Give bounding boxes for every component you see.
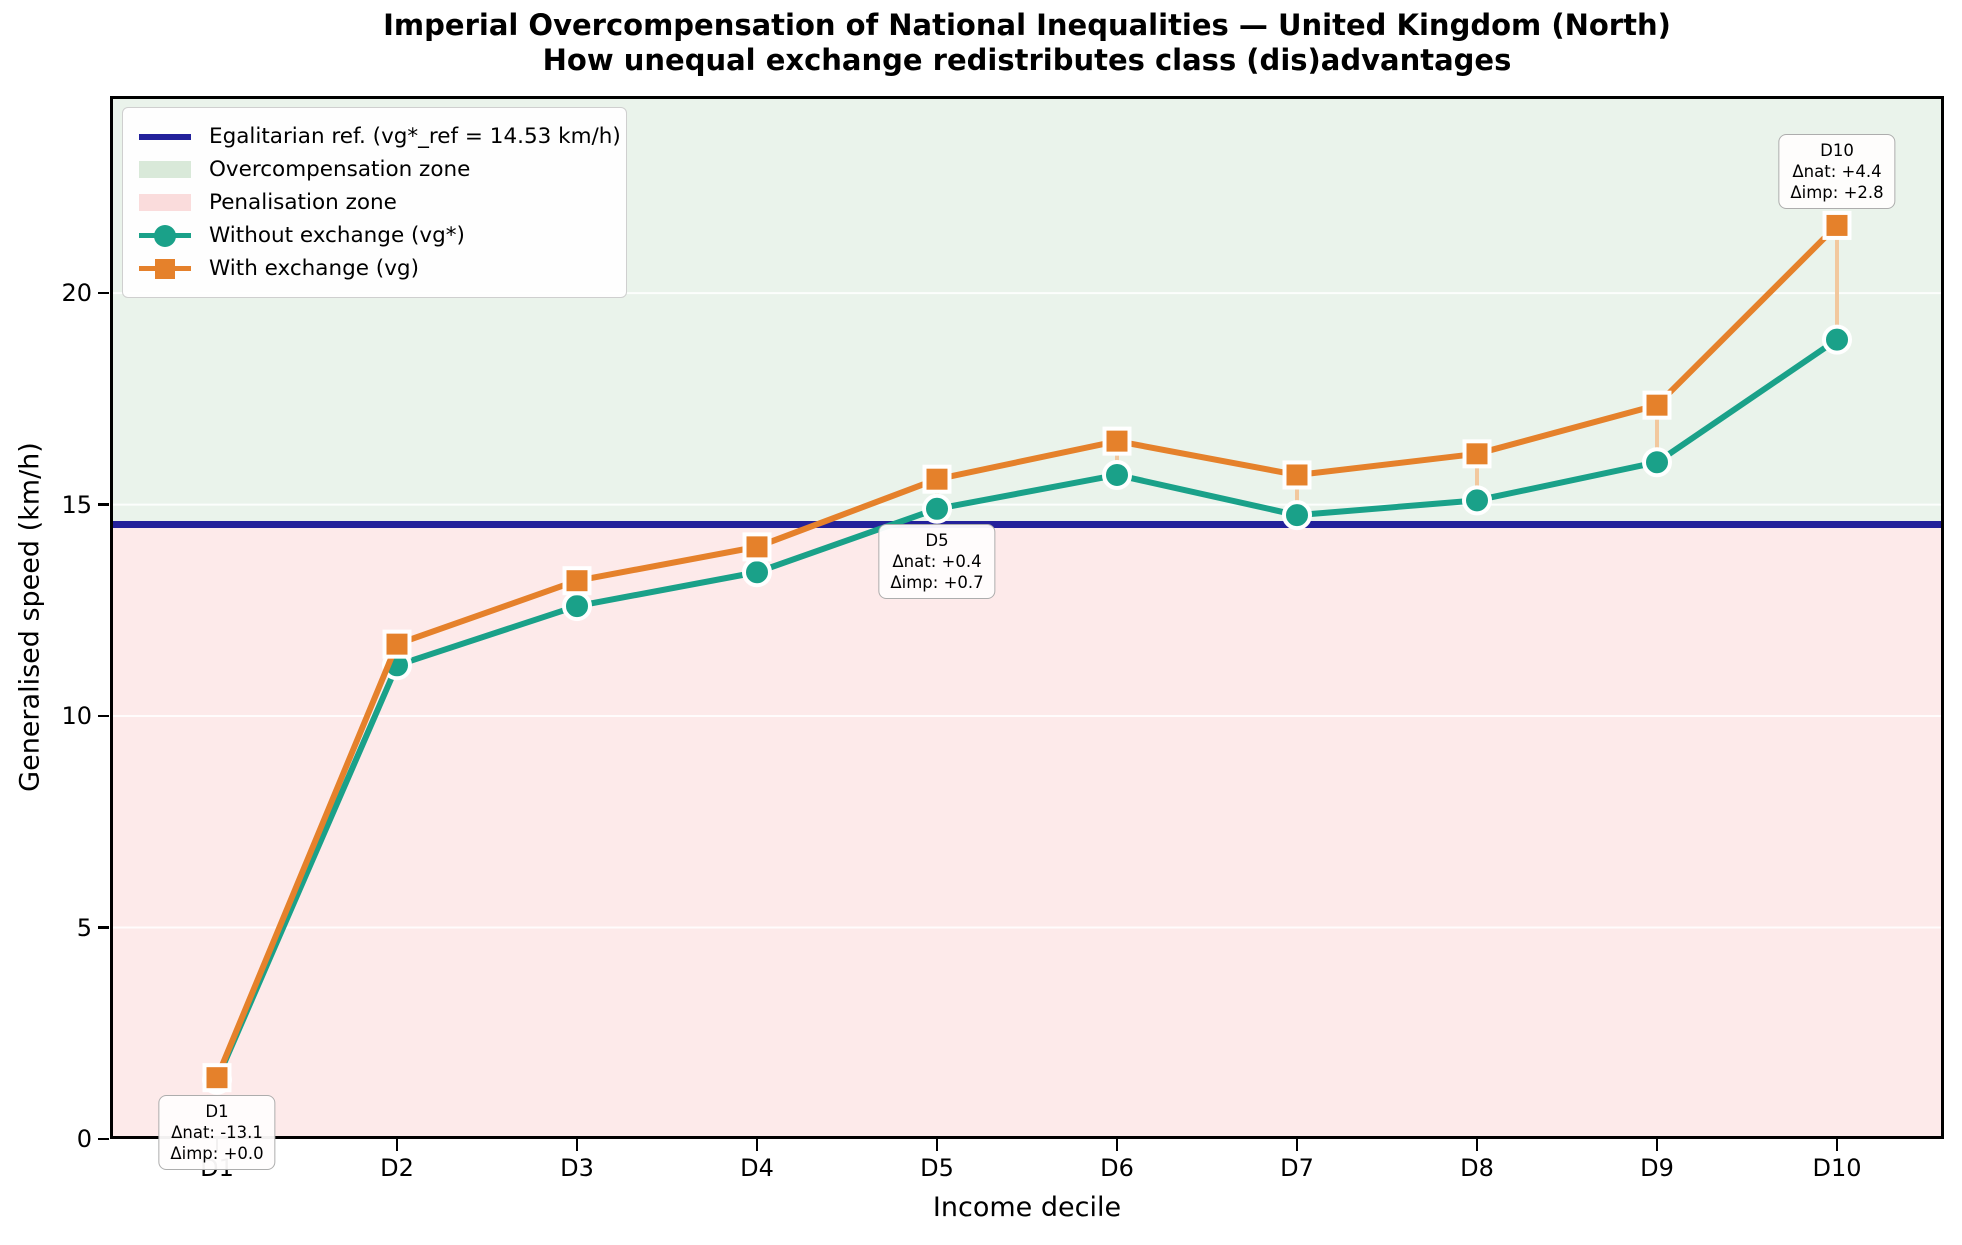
- y-tick-0: [98, 1137, 109, 1141]
- y-tick-label-20: 20: [61, 279, 92, 308]
- chart-title: Imperial Overcompensation of National In…: [110, 8, 1944, 78]
- chart-title-line2: How unequal exchange redistributes class…: [542, 43, 1512, 77]
- x-tick-label-D2: D2: [380, 1154, 414, 1182]
- x-tick-D4: [755, 1139, 759, 1151]
- marker-vgstar-D6: [1102, 459, 1132, 490]
- marker-vg-D4: [742, 532, 772, 562]
- x-tick-D2: [395, 1139, 399, 1151]
- legend-item-4: With exchange (vg): [139, 252, 610, 285]
- y-tick-label-0: 0: [76, 1125, 92, 1153]
- y-tick-label-10: 10: [61, 702, 92, 731]
- marker-vg-D10: [1822, 210, 1852, 240]
- annotation-line: D5: [925, 530, 949, 550]
- y-tick-15: [98, 503, 109, 506]
- x-tick-D10: [1835, 1139, 1839, 1151]
- marker-vgstar-D10: [1822, 324, 1852, 355]
- marker-vg-D8: [1462, 439, 1492, 469]
- x-axis-label: Income decile: [932, 1192, 1122, 1223]
- annotation-line: Δimp: +0.7: [890, 572, 984, 592]
- x-tick-D3: [575, 1139, 579, 1151]
- annotation-line: Δimp: +0.0: [170, 1143, 264, 1163]
- y-tick-10: [98, 714, 109, 718]
- marker-vgstar-D5: [922, 493, 952, 524]
- x-tick-label-D5: D5: [920, 1154, 954, 1182]
- chart-title-line1: Imperial Overcompensation of National In…: [383, 8, 1671, 42]
- legend-line-swatch: [139, 133, 191, 140]
- annotation-line: D1: [205, 1101, 229, 1121]
- x-tick-D8: [1475, 1139, 1479, 1151]
- x-tick-D7: [1295, 1139, 1299, 1151]
- annotation-line: Δnat: -13.1: [171, 1122, 263, 1142]
- annotation-D1: D1 Δnat: -13.1 Δimp: +0.0: [158, 1094, 276, 1170]
- marker-vgstar-D3: [562, 591, 592, 622]
- legend-circle-marker-swatch: [139, 224, 191, 247]
- marker-vgstar-D8: [1462, 485, 1492, 516]
- marker-vg-D7: [1282, 460, 1312, 490]
- legend-patch-swatch: [139, 161, 191, 178]
- legend-item-2: Penalisation zone: [139, 186, 610, 219]
- x-tick-label-D3: D3: [560, 1154, 594, 1182]
- legend-patch-swatch: [139, 194, 191, 211]
- y-tick-label-5: 5: [76, 913, 92, 942]
- series-vg-line: [214, 223, 1840, 1079]
- marker-vgstar-D4: [742, 557, 772, 588]
- marker-vg-D5: [922, 464, 952, 494]
- legend-label: Egalitarian ref. (vg*_ref = 14.53 km/h): [209, 124, 621, 149]
- annotation-line: Δimp: +2.8: [1790, 183, 1884, 203]
- legend-label: Without exchange (vg*): [209, 223, 465, 248]
- annotation-line: D10: [1820, 141, 1854, 161]
- x-tick-label-D6: D6: [1100, 1154, 1134, 1182]
- marker-vg-D1: [202, 1063, 232, 1093]
- x-tick-D6: [1115, 1139, 1119, 1151]
- legend-label: Overcompensation zone: [209, 157, 471, 182]
- x-tick-label-D8: D8: [1460, 1154, 1494, 1182]
- series-vgstar-line: [214, 337, 1839, 1081]
- zone-penalisation: [110, 524, 1944, 1139]
- y-tick-5: [98, 926, 109, 929]
- annotation-D5: D5 Δnat: +0.4 Δimp: +0.7: [878, 523, 996, 599]
- x-tick-label-D4: D4: [740, 1154, 774, 1182]
- marker-vgstar-D7: [1282, 500, 1312, 531]
- legend-label: Penalisation zone: [209, 190, 397, 215]
- legend-item-1: Overcompensation zone: [139, 153, 610, 186]
- y-tick-label-15: 15: [61, 490, 92, 519]
- annotation-line: Δnat: +4.4: [1792, 162, 1882, 182]
- x-tick-D9: [1655, 1139, 1659, 1151]
- legend-label: With exchange (vg): [209, 256, 419, 281]
- x-tick-label-D10: D10: [1812, 1154, 1862, 1182]
- x-tick-label-D9: D9: [1640, 1154, 1674, 1182]
- marker-vg-D2: [382, 629, 412, 659]
- x-tick-label-D7: D7: [1280, 1154, 1314, 1182]
- legend-square-marker-swatch: [139, 258, 191, 279]
- legend-item-3: Without exchange (vg*): [139, 219, 610, 252]
- x-tick-D5: [935, 1139, 939, 1151]
- y-tick-20: [98, 291, 109, 295]
- chart-svg: [110, 96, 1944, 1139]
- marker-vg-D6: [1102, 426, 1132, 456]
- plot-frame: [110, 96, 1944, 1139]
- marker-vg-D3: [562, 566, 592, 596]
- legend-item-0: Egalitarian ref. (vg*_ref = 14.53 km/h): [139, 120, 621, 153]
- plot-area: [110, 96, 1944, 1139]
- annotation-D10: D10 Δnat: +4.4 Δimp: +2.8: [1778, 134, 1896, 210]
- annotation-line: Δnat: +0.4: [892, 551, 982, 571]
- marker-vgstar-D9: [1642, 447, 1672, 478]
- marker-vg-D9: [1642, 390, 1672, 420]
- legend: Egalitarian ref. (vg*_ref = 14.53 km/h) O…: [122, 107, 627, 298]
